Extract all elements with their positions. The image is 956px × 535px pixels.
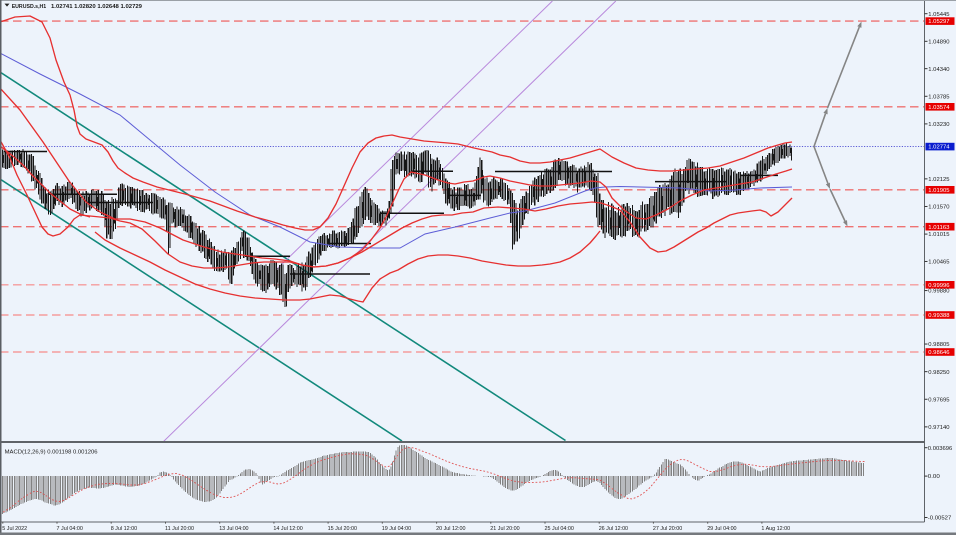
- svg-text:29 Jul 04:00: 29 Jul 04:00: [707, 526, 736, 532]
- svg-text:21 Jul 20:00: 21 Jul 20:00: [490, 526, 519, 532]
- svg-text:0.00: 0.00: [928, 474, 940, 480]
- svg-text:1.02741 1.02820 1.02648 1.0272: 1.02741 1.02820 1.02648 1.02729: [51, 4, 143, 10]
- svg-text:1.01570: 1.01570: [928, 205, 949, 211]
- svg-text:0.98805: 0.98805: [928, 342, 949, 348]
- svg-text:-0.00527: -0.00527: [928, 516, 952, 522]
- svg-text:1.00465: 1.00465: [928, 260, 949, 266]
- svg-text:7 Jul 04:00: 7 Jul 04:00: [57, 526, 83, 532]
- svg-text:1.03574: 1.03574: [928, 105, 949, 111]
- svg-text:MACD(12,26,9) 0.001198 0.00120: MACD(12,26,9) 0.001198 0.001206: [5, 450, 98, 456]
- svg-text:26 Jul 12:00: 26 Jul 12:00: [599, 526, 628, 532]
- svg-text:19 Jul 04:00: 19 Jul 04:00: [382, 526, 411, 532]
- svg-text:0.99880: 0.99880: [928, 289, 949, 295]
- svg-text:1.02125: 1.02125: [928, 177, 949, 183]
- svg-text:1 Aug 12:00: 1 Aug 12:00: [761, 526, 790, 532]
- svg-text:1.04340: 1.04340: [928, 67, 949, 73]
- svg-text:27 Jul 20:00: 27 Jul 20:00: [653, 526, 682, 532]
- svg-text:8 Jul 12:00: 8 Jul 12:00: [111, 526, 137, 532]
- svg-text:0.97695: 0.97695: [928, 397, 949, 403]
- svg-text:1.04890: 1.04890: [928, 39, 949, 45]
- svg-text:0.99388: 0.99388: [928, 313, 949, 319]
- svg-text:EURUSD.s,H1: EURUSD.s,H1: [12, 4, 47, 10]
- svg-text:13 Jul 04:00: 13 Jul 04:00: [219, 526, 248, 532]
- svg-text:1.01015: 1.01015: [928, 232, 949, 238]
- svg-text:1.03785: 1.03785: [928, 94, 949, 100]
- svg-text:1.01163: 1.01163: [928, 225, 949, 231]
- svg-text:1.05445: 1.05445: [928, 12, 949, 18]
- svg-text:0.97140: 0.97140: [928, 425, 949, 431]
- svg-text:1.03230: 1.03230: [928, 122, 949, 128]
- svg-text:20 Jul 12:00: 20 Jul 12:00: [436, 526, 465, 532]
- svg-text:25 Jul 04:00: 25 Jul 04:00: [545, 526, 574, 532]
- svg-text:14 Jul 12:00: 14 Jul 12:00: [273, 526, 302, 532]
- svg-text:1.01905: 1.01905: [928, 188, 949, 194]
- svg-text:1.05297: 1.05297: [928, 19, 949, 25]
- svg-text:11 Jul 20:00: 11 Jul 20:00: [165, 526, 194, 532]
- svg-text:0.98646: 0.98646: [928, 350, 949, 356]
- svg-text:1.02774: 1.02774: [928, 145, 949, 151]
- svg-text:0.003696: 0.003696: [928, 446, 953, 452]
- svg-text:0.98250: 0.98250: [928, 370, 949, 376]
- svg-text:5 Jul 2022: 5 Jul 2022: [2, 526, 27, 532]
- svg-text:0.99996: 0.99996: [928, 283, 949, 289]
- svg-text:15 Jul 20:00: 15 Jul 20:00: [328, 526, 357, 532]
